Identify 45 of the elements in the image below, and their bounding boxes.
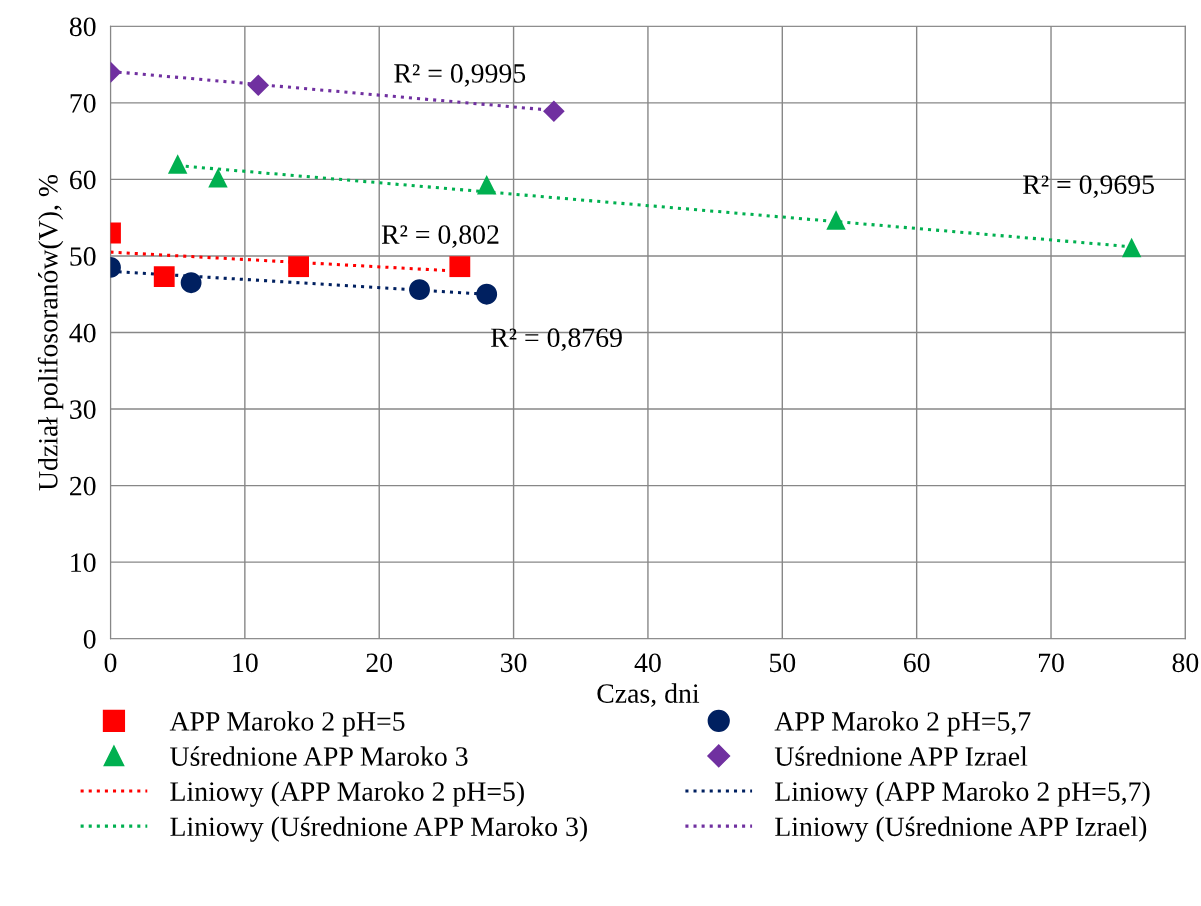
x-tick-label: 40 — [634, 653, 661, 673]
x-tick-label: 70 — [1038, 653, 1064, 673]
legend-label: Uśrednione APP Maroko 3 — [170, 746, 468, 766]
point — [1121, 237, 1142, 258]
y-tick-label: 40 — [69, 323, 96, 343]
point — [288, 256, 310, 278]
point — [543, 100, 565, 123]
annotation: R² = 0,8769 — [490, 328, 622, 352]
point — [826, 210, 846, 230]
x-tick-label: 50 — [770, 653, 796, 673]
legend-label: APP Maroko 2 pH=5 — [169, 711, 405, 737]
y-axis-title: Udział polifosoranów(V), % — [37, 174, 64, 491]
legend-label: Uśrednione APP Izrael — [774, 746, 1028, 766]
annotation: R² = 0,9995 — [394, 64, 526, 87]
point — [167, 154, 188, 174]
y-tick-label: 80 — [69, 17, 96, 37]
x-tick-label: 10 — [233, 653, 258, 673]
x-tick-label: 0 — [104, 653, 117, 673]
y-tick-label: 60 — [70, 170, 96, 190]
legend-label: APP Maroko 2 pH=5,7 — [774, 711, 1031, 737]
x-tick-label: 80 — [1172, 653, 1199, 673]
y-tick-label: 50 — [70, 247, 96, 266]
point — [449, 256, 471, 278]
point — [208, 168, 228, 188]
point — [476, 283, 498, 305]
point — [476, 175, 497, 195]
legend-label: Liniowy (Uśrednione APP Izrael) — [775, 816, 1147, 842]
x-tick-label: 60 — [903, 653, 930, 673]
annotation: R² = 0,9695 — [1023, 175, 1154, 198]
x-axis-title: Czas, dni — [597, 683, 700, 707]
point — [247, 74, 270, 97]
legend-label: Liniowy (APP Maroko 2 pH=5) — [170, 781, 524, 807]
legend-label: Liniowy (Uśrednione APP Maroko 3) — [170, 816, 587, 842]
legend-label: Liniowy (APP Maroko 2 pH=5,7) — [775, 781, 1150, 807]
point — [153, 266, 175, 288]
annotation: R² = 0,802 — [381, 225, 499, 248]
y-tick-label: 30 — [70, 400, 96, 419]
point — [180, 272, 202, 294]
x-tick-label: 20 — [366, 653, 393, 673]
y-tick-label: 70 — [70, 94, 96, 113]
y-tick-label: 10 — [71, 553, 96, 573]
point — [409, 279, 430, 301]
x-tick-label: 30 — [501, 653, 527, 673]
y-tick-label: 20 — [70, 476, 96, 496]
y-tick-label: 0 — [83, 629, 96, 649]
